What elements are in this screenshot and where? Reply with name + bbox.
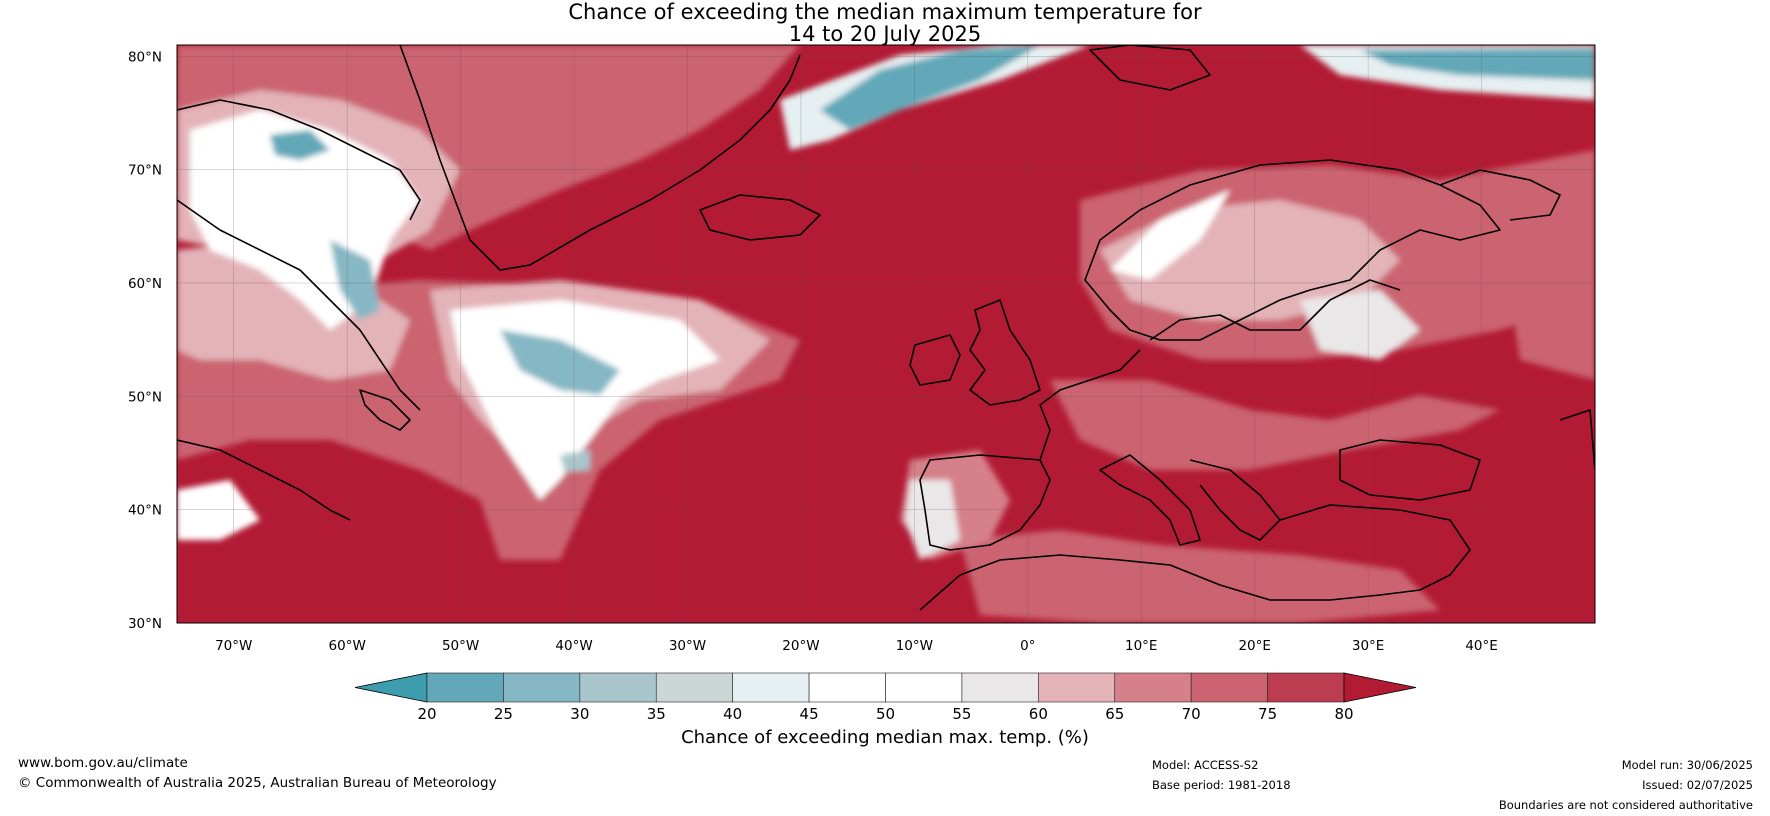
colorbar-tick-label: 30 (570, 705, 589, 723)
colorbar-tick-label: 40 (723, 705, 742, 723)
coast-great-britain (969, 299, 1041, 406)
colorbar-tick-label: 60 (1029, 705, 1048, 723)
colorbar-segment (808, 672, 886, 703)
lon-tick-label: 30°W (669, 638, 706, 654)
footer-website: www.bom.gov.au/climate (18, 755, 188, 771)
lon-tick-label: 70°W (215, 638, 252, 654)
colorbar-tick-label: 20 (417, 705, 436, 723)
coast-ireland (909, 334, 961, 386)
lat-tick-label: 50°N (128, 389, 162, 405)
footer-model: Model: ACCESS-S2 (1152, 758, 1259, 772)
map-title-line-2: 14 to 20 July 2025 (788, 22, 982, 46)
shade-atlantic-blue (500, 330, 620, 395)
coast-france-benelux (1039, 349, 1141, 461)
colorbar-tick-label: 55 (952, 705, 971, 723)
coast-north-africa (919, 554, 1421, 611)
shade-fram-strait-blue (820, 45, 1040, 130)
colorbar-segment (1038, 672, 1116, 703)
colorbar-segment (503, 672, 581, 703)
shade-labrador-blue (330, 240, 380, 320)
coastlines (177, 45, 1595, 611)
lat-tick-label: 80°N (128, 49, 162, 65)
coast-baltic (1149, 279, 1401, 341)
graticule (177, 45, 1595, 624)
lat-tick-label: 40°N (128, 503, 162, 519)
coast-caspian (1559, 409, 1595, 471)
colorbar-label: Chance of exceeding median max. temp. (%… (681, 727, 1089, 748)
coast-black-sea (1339, 439, 1481, 501)
shade-labrador-coast (177, 240, 410, 380)
coast-iceland (699, 194, 821, 241)
footer-model-run: Model run: 30/06/2025 (1621, 758, 1753, 772)
shade-newfoundland-white (177, 480, 260, 540)
colorbar-tick-label: 70 (1182, 705, 1201, 723)
colorbar: 20 25 30 35 40 45 50 55 60 65 70 75 80 (354, 672, 1417, 723)
lat-tick-label: 60°N (128, 276, 162, 292)
shade-portugal-white (905, 480, 960, 560)
coast-greenland (399, 45, 801, 271)
footer-base-period: Base period: 1981-2018 (1152, 778, 1291, 792)
latitude-tick-labels: 80°N 70°N 60°N 50°N 40°N 30°N (128, 49, 162, 632)
colorbar-segment (655, 672, 733, 703)
colorbar-segment (1267, 672, 1345, 703)
colorbar-tick-label: 45 (800, 705, 819, 723)
coast-iberia (919, 454, 1051, 551)
coast-nova-scotia (177, 439, 351, 521)
footer-issued: Issued: 02/07/2025 (1642, 778, 1753, 792)
lon-tick-label: 40°E (1465, 638, 1497, 654)
coast-hudson-strait (177, 199, 421, 411)
colorbar-tick-label: 65 (1105, 705, 1124, 723)
lon-tick-label: 10°E (1125, 638, 1157, 654)
coast-svalbard (1089, 45, 1211, 91)
colorbar-segment (579, 672, 657, 703)
colorbar-segment (1114, 672, 1192, 703)
shade-scandinavia-white (1110, 190, 1230, 280)
colorbar-tick-label: 25 (494, 705, 513, 723)
lat-tick-label: 30°N (128, 616, 162, 632)
coast-italy (1099, 454, 1201, 546)
colorbar-extend-over (1343, 672, 1417, 703)
colorbar-tick-label: 35 (647, 705, 666, 723)
map-frame (176, 44, 1596, 624)
lon-tick-label: 50°W (442, 638, 479, 654)
shade-arctic-east-blue (1360, 48, 1595, 80)
colorbar-segment (426, 672, 504, 703)
shade-baffin-blue (270, 130, 330, 160)
lon-tick-label: 0° (1020, 638, 1035, 654)
probability-shading (177, 45, 1595, 623)
colorbar-tick-label: 75 (1258, 705, 1277, 723)
colorbar-segment (885, 672, 963, 703)
coast-newfoundland (359, 389, 411, 431)
coast-baffin-island (177, 99, 421, 221)
footer-disclaimer: Boundaries are not considered authoritat… (1498, 798, 1753, 812)
shade-baltic-light (1300, 290, 1420, 360)
lon-tick-label: 60°W (329, 638, 366, 654)
map-title-line-1: Chance of exceeding the median maximum t… (568, 0, 1202, 24)
lon-tick-label: 30°E (1352, 638, 1384, 654)
colorbar-segment (1190, 672, 1268, 703)
lon-tick-label: 10°W (896, 638, 933, 654)
lat-tick-label: 70°N (128, 163, 162, 179)
shade-europe-west (1050, 380, 1500, 470)
coast-scandinavia (1084, 159, 1501, 341)
shade-east-russia (1500, 200, 1595, 380)
coast-kola-white-sea (1439, 169, 1561, 221)
colorbar-tick-label: 80 (1334, 705, 1353, 723)
lon-tick-label: 40°W (555, 638, 592, 654)
colorbar-segment (961, 672, 1039, 703)
colorbar-extend-under (354, 672, 428, 703)
map-area (176, 44, 1596, 624)
shade-atlantic-blue-small (560, 450, 590, 472)
footer-copyright: © Commonwealth of Australia 2025, Austra… (18, 775, 497, 791)
coast-balkans-greece (1189, 459, 1281, 541)
lon-tick-label: 20°E (1238, 638, 1270, 654)
coast-turkey-levant (1279, 504, 1471, 591)
lon-tick-label: 20°W (782, 638, 819, 654)
colorbar-segment (732, 672, 810, 703)
colorbar-tick-label: 50 (876, 705, 895, 723)
longitude-tick-labels: 70°W 60°W 50°W 40°W 30°W 20°W 10°W 0° 10°E 20°E 30… (215, 638, 1498, 654)
